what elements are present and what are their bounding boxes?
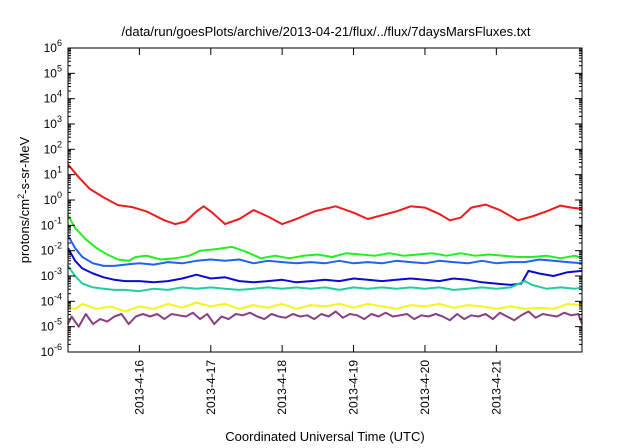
- y-tick-label: 10-3: [41, 266, 62, 283]
- y-tick-label: 10-6: [41, 342, 62, 359]
- x-tick-label: 2013-4-21: [489, 360, 503, 415]
- series-line: [67, 310, 583, 328]
- y-tick-label: 102: [44, 139, 62, 156]
- x-axis: 2013-4-16 2013-4-17 2013-4-18 2013-4-19 2013…: [132, 48, 503, 415]
- x-tick-label: 2013-4-18: [275, 360, 289, 415]
- y-tick-label: 100: [44, 190, 62, 207]
- x-tick-label: 2013-4-17: [204, 360, 218, 415]
- y-tick-label: 105: [44, 63, 62, 80]
- y-tick-label: 10-4: [41, 291, 62, 308]
- y-axis: 10-6 10-5 10-4 10-3 10-2 10-1 100 101 102 103 104 1…: [41, 38, 582, 359]
- y-tick-label: 10-2: [41, 241, 62, 258]
- y-tick-label: 10-5: [41, 317, 62, 334]
- y-tick-label: 106: [44, 38, 62, 55]
- x-tick-label: 2013-4-19: [347, 360, 361, 415]
- series-line: [67, 265, 583, 293]
- x-tick-label: 2013-4-20: [418, 360, 432, 415]
- y-tick-label: 104: [44, 89, 62, 106]
- plot-series: [67, 163, 583, 328]
- series-line: [67, 235, 583, 267]
- series-line: [67, 163, 583, 226]
- y-tick-label: 10-1: [41, 215, 62, 232]
- y-tick-label: 101: [44, 165, 62, 182]
- y-axis-label: protons/cm2-s-sr-MeV: [16, 136, 32, 263]
- series-line: [67, 247, 583, 286]
- series-line: [67, 214, 583, 262]
- y-tick-label: 103: [44, 114, 62, 131]
- series-line: [67, 301, 583, 313]
- chart-title: /data/run/goesPlots/archive/2013-04-21/f…: [122, 24, 531, 39]
- x-tick-label: 2013-4-16: [132, 360, 146, 415]
- x-axis-label: Coordinated Universal Time (UTC): [225, 429, 424, 444]
